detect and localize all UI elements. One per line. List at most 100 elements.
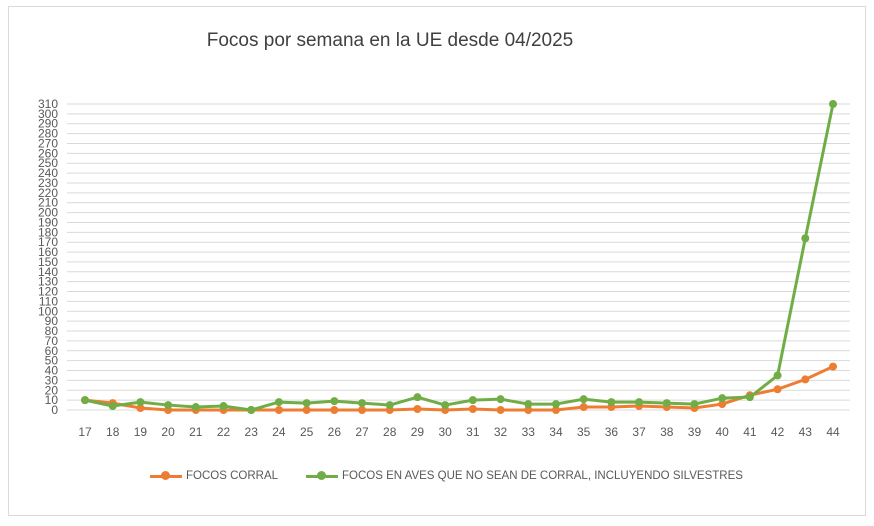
y-tick-label: 220 xyxy=(38,186,58,200)
x-tick-label: 25 xyxy=(300,425,314,439)
data-point xyxy=(524,400,533,409)
x-tick-label: 19 xyxy=(134,425,148,439)
data-point xyxy=(468,396,477,405)
y-tick-label: 10 xyxy=(45,393,59,407)
y-tick-label: 130 xyxy=(38,275,58,289)
x-tick-label: 26 xyxy=(328,425,342,439)
x-tick-label: 20 xyxy=(161,425,175,439)
y-tick-label: 310 xyxy=(38,97,58,111)
y-tick-label: 50 xyxy=(45,354,59,368)
x-tick-label: 41 xyxy=(743,425,757,439)
x-tick-label: 32 xyxy=(494,425,508,439)
y-tick-label: 300 xyxy=(38,107,58,121)
legend-label-silvestres: FOCOS EN AVES QUE NO SEAN DE CORRAL, INC… xyxy=(342,470,743,482)
data-point xyxy=(607,398,616,407)
x-tick-label: 38 xyxy=(660,425,674,439)
y-tick-label: 70 xyxy=(45,334,59,348)
x-tick-label: 33 xyxy=(522,425,536,439)
y-tick-label: 190 xyxy=(38,215,58,229)
y-tick-label: 0 xyxy=(51,403,58,417)
legend: FOCOS CORRAL FOCOS EN AVES QUE NO SEAN D… xyxy=(150,470,743,482)
legend-label-corral: FOCOS CORRAL xyxy=(186,470,279,482)
data-point xyxy=(385,401,394,410)
data-point xyxy=(330,406,339,414)
y-tick-label: 240 xyxy=(38,166,58,180)
x-tick-label: 21 xyxy=(189,425,203,439)
data-point xyxy=(274,398,283,407)
y-tick-label: 230 xyxy=(38,176,58,190)
y-tick-label: 210 xyxy=(38,196,58,210)
data-point xyxy=(662,399,671,408)
x-tick-label: 30 xyxy=(438,425,452,439)
y-tick-label: 250 xyxy=(38,156,58,170)
x-tick-label: 23 xyxy=(245,425,259,439)
series-line-silvestres xyxy=(84,103,835,412)
data-point xyxy=(136,398,145,407)
data-point xyxy=(579,403,588,412)
y-tick-label: 170 xyxy=(38,235,58,249)
data-point xyxy=(358,406,367,414)
data-point xyxy=(136,404,145,413)
data-point xyxy=(579,395,588,404)
y-tick-label: 280 xyxy=(38,127,58,141)
data-point xyxy=(829,362,837,371)
data-point xyxy=(801,234,810,243)
y-tick-label: 110 xyxy=(39,294,58,308)
data-point xyxy=(551,406,560,414)
data-point xyxy=(690,400,699,409)
x-tick-label: 44 xyxy=(826,425,840,439)
data-point xyxy=(718,400,727,409)
series-line-corral xyxy=(84,365,834,412)
y-tick-label: 180 xyxy=(38,225,58,239)
x-tick-label: 24 xyxy=(272,425,286,439)
data-point xyxy=(413,393,422,402)
legend-swatch-corral xyxy=(150,471,182,480)
data-point xyxy=(773,371,782,380)
y-tick-label: 80 xyxy=(45,324,59,338)
data-point xyxy=(219,402,228,411)
data-point xyxy=(413,405,422,414)
data-point xyxy=(745,393,754,402)
legend-item-corral: FOCOS CORRAL xyxy=(150,470,278,482)
y-tick-label: 60 xyxy=(45,344,59,358)
data-point xyxy=(164,401,173,410)
data-point xyxy=(274,406,283,414)
x-tick-label: 36 xyxy=(605,425,619,439)
y-tick-label: 30 xyxy=(45,373,59,387)
x-tick-label: 31 xyxy=(466,425,480,439)
legend-swatch-silvestres xyxy=(306,471,339,480)
data-point xyxy=(524,406,533,414)
data-point xyxy=(81,396,89,405)
data-point xyxy=(551,400,560,409)
y-tick-label: 20 xyxy=(45,383,59,397)
y-tick-label: 160 xyxy=(38,245,58,259)
y-tick-label: 140 xyxy=(38,265,58,279)
y-tick-label: 90 xyxy=(45,314,59,328)
chart-title: Focos por semana en la UE desde 04/2025 xyxy=(206,30,574,51)
data-point xyxy=(302,399,311,408)
x-tick-label: 27 xyxy=(355,425,369,439)
y-tick-label: 40 xyxy=(45,364,59,378)
y-tick-label: 120 xyxy=(38,285,58,299)
x-tick-label: 29 xyxy=(411,425,425,439)
x-tick-label: 42 xyxy=(771,425,785,439)
y-tick-label: 200 xyxy=(38,206,58,220)
data-point xyxy=(773,385,782,394)
legend-item-silvestres: FOCOS EN AVES QUE NO SEAN DE CORRAL, INC… xyxy=(306,470,743,482)
data-point xyxy=(330,397,339,406)
data-point xyxy=(801,375,810,384)
x-tick-label: 40 xyxy=(716,425,730,439)
x-tick-label: 18 xyxy=(106,425,120,439)
data-point xyxy=(302,406,311,414)
chart-frame xyxy=(8,6,866,516)
data-point xyxy=(441,401,450,410)
data-point xyxy=(496,395,505,404)
data-point xyxy=(829,100,837,108)
data-point xyxy=(718,394,727,403)
data-point xyxy=(191,403,200,412)
x-tick-label: 39 xyxy=(688,425,702,439)
data-point xyxy=(496,406,505,414)
x-tick-label: 35 xyxy=(577,425,591,439)
x-tick-label: 37 xyxy=(632,425,646,439)
